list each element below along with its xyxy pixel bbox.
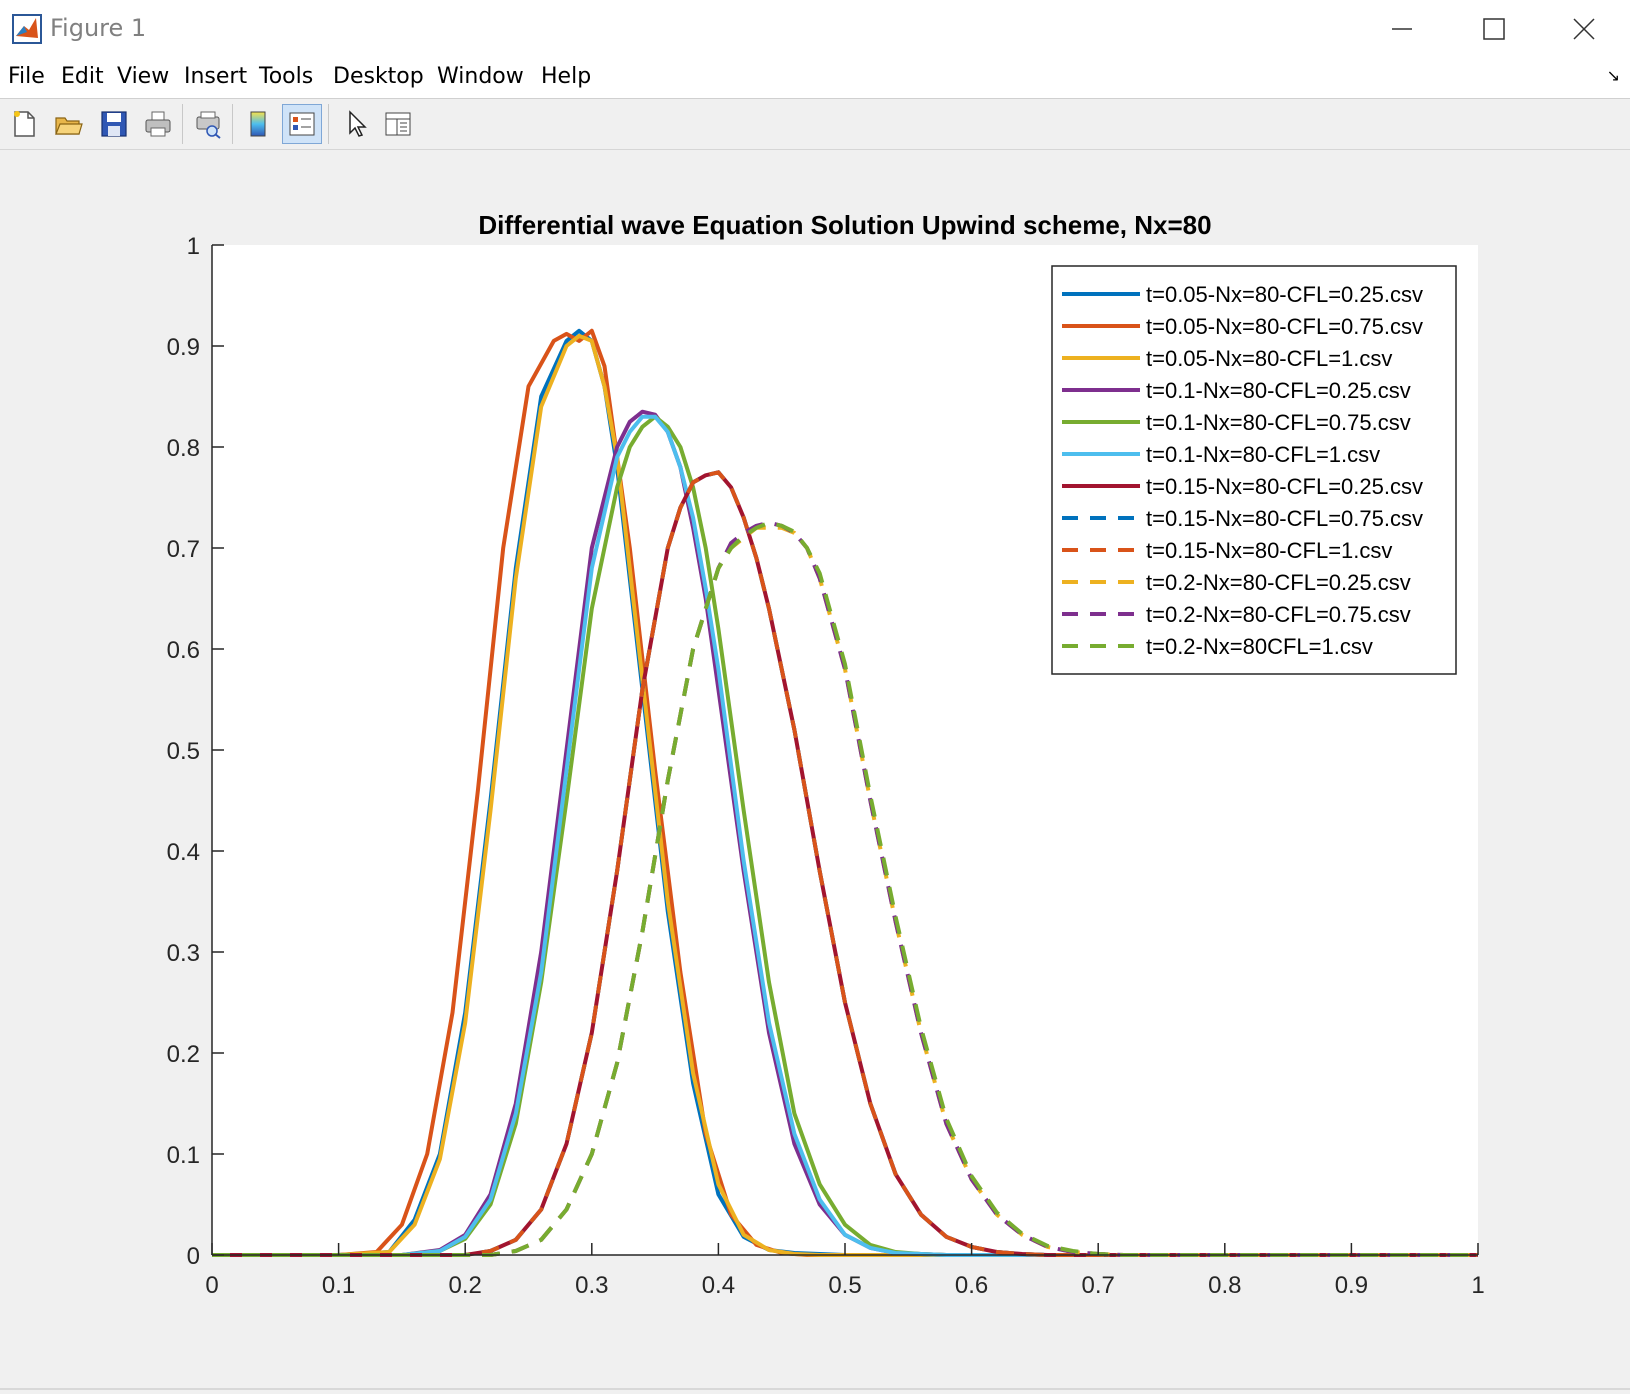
- y-tick-label: 0.1: [167, 1142, 200, 1169]
- legend-label-9: t=0.15-Nx=80-CFL=1.csv: [1146, 538, 1392, 563]
- x-tick-label: 1: [1471, 1272, 1484, 1299]
- menu-file[interactable]: File: [8, 64, 45, 89]
- print-preview-button[interactable]: [188, 104, 228, 144]
- property-inspector-button[interactable]: [378, 104, 418, 144]
- menu-desktop[interactable]: Desktop: [333, 64, 424, 89]
- menu-edit[interactable]: Edit: [61, 64, 104, 89]
- legend-icon: [289, 112, 315, 136]
- legend-label-11: t=0.2-Nx=80-CFL=0.75.csv: [1146, 602, 1411, 627]
- legend-label-6: t=0.1-Nx=80-CFL=1.csv: [1146, 442, 1380, 467]
- print-icon: [145, 111, 171, 137]
- legend[interactable]: t=0.05-Nx=80-CFL=0.25.csv t=0.05-Nx=80-CF…: [1051, 265, 1457, 675]
- open-file-icon: [55, 117, 83, 135]
- x-tick-label: 0.6: [955, 1272, 988, 1299]
- minimize-button[interactable]: [1356, 0, 1448, 58]
- legend-label-7: t=0.15-Nx=80-CFL=0.25.csv: [1146, 474, 1423, 499]
- new-figure-icon: [14, 111, 35, 137]
- y-tick-label: 0.3: [167, 940, 200, 967]
- maximize-icon: [1483, 18, 1505, 40]
- legend-label-5: t=0.1-Nx=80-CFL=0.75.csv: [1146, 410, 1411, 435]
- menu-insert[interactable]: Insert: [184, 64, 248, 89]
- x-tick-label: 0.7: [1082, 1272, 1115, 1299]
- legend-label-10: t=0.2-Nx=80-CFL=0.25.csv: [1146, 570, 1411, 595]
- x-tick-label: 0.5: [828, 1272, 861, 1299]
- window-bottom-border: [0, 1388, 1630, 1390]
- series-line-3: [212, 333, 1478, 1257]
- toolbar-separator: [232, 104, 233, 144]
- figure-toolbar: [0, 99, 1630, 150]
- window-titlebar: Figure 1: [0, 0, 1630, 58]
- y-tick-label: 0.8: [167, 435, 200, 462]
- y-tick-label: 0.6: [167, 637, 200, 664]
- menu-bar: [0, 58, 1630, 99]
- close-button[interactable]: [1538, 0, 1630, 58]
- print-button[interactable]: [138, 104, 178, 144]
- x-tick-label: 0.3: [575, 1272, 608, 1299]
- colorbar-icon: [250, 111, 266, 137]
- chart-title: Differential wave Equation Solution Upwi…: [478, 210, 1211, 240]
- legend-label-4: t=0.1-Nx=80-CFL=0.25.csv: [1146, 378, 1411, 403]
- maximize-button[interactable]: [1448, 0, 1540, 58]
- x-tick-label: 0.4: [702, 1272, 735, 1299]
- toolbar-separator: [328, 104, 329, 144]
- series-line-6: [212, 414, 1478, 1257]
- series-line-5: [212, 414, 1478, 1257]
- dock-arrow-icon[interactable]: ↘: [1606, 66, 1620, 85]
- y-tick-label: 0.7: [167, 536, 200, 563]
- menu-tools[interactable]: Tools: [259, 64, 314, 89]
- legend-label-1: t=0.05-Nx=80-CFL=0.25.csv: [1146, 282, 1423, 307]
- window-title: Figure 1: [50, 14, 147, 42]
- matlab-logo-icon: [12, 14, 42, 44]
- open-file-button[interactable]: [48, 104, 88, 144]
- y-tick-label: 0.2: [167, 1041, 200, 1068]
- menu-window[interactable]: Window: [437, 64, 524, 89]
- x-tick-label: 0.8: [1208, 1272, 1241, 1299]
- new-figure-button[interactable]: [4, 104, 44, 144]
- legend-label-2: t=0.05-Nx=80-CFL=0.75.csv: [1146, 314, 1423, 339]
- menu-help[interactable]: Help: [541, 64, 592, 89]
- minimize-icon: [1392, 28, 1412, 30]
- menu-view[interactable]: View: [117, 64, 170, 89]
- save-icon: [101, 111, 127, 137]
- x-tick-label: 0: [205, 1272, 218, 1299]
- legend-label-3: t=0.05-Nx=80-CFL=1.csv: [1146, 346, 1392, 371]
- save-button[interactable]: [94, 104, 134, 144]
- x-tick-label: 0.2: [449, 1272, 482, 1299]
- edit-plot-button[interactable]: [336, 104, 376, 144]
- x-tick-label: 0.9: [1335, 1272, 1368, 1299]
- y-tick-label: 0.9: [167, 334, 200, 361]
- close-icon: [1573, 18, 1595, 40]
- print-preview-icon: [196, 111, 221, 139]
- edit-plot-icon: [349, 110, 367, 137]
- x-tick-label: 0.1: [322, 1272, 355, 1299]
- legend-button[interactable]: [282, 104, 322, 144]
- y-tick-label: 1: [187, 233, 200, 260]
- property-inspector-icon: [385, 112, 411, 136]
- axes-layer: 0 0.1 0.2 0.3 0.4 0.5 0.6 0.7 0.8 0.9 1 0 0.1 0.2 0.3 0…: [167, 233, 1485, 1299]
- y-tick-label: 0.5: [167, 738, 200, 765]
- y-tick-label: 0: [187, 1243, 200, 1270]
- legend-label-8: t=0.15-Nx=80-CFL=0.75.csv: [1146, 506, 1423, 531]
- toolbar-separator: [182, 104, 183, 144]
- series-line-12: [212, 520, 1478, 1257]
- legend-box: [1051, 265, 1457, 675]
- line-chart: Differential wave Equation Solution Upwi…: [167, 210, 1485, 1299]
- legend-label-12: t=0.2-Nx=80CFL=1.csv: [1146, 634, 1373, 659]
- colorbar-button[interactable]: [238, 104, 278, 144]
- y-tick-label: 0.4: [167, 839, 200, 866]
